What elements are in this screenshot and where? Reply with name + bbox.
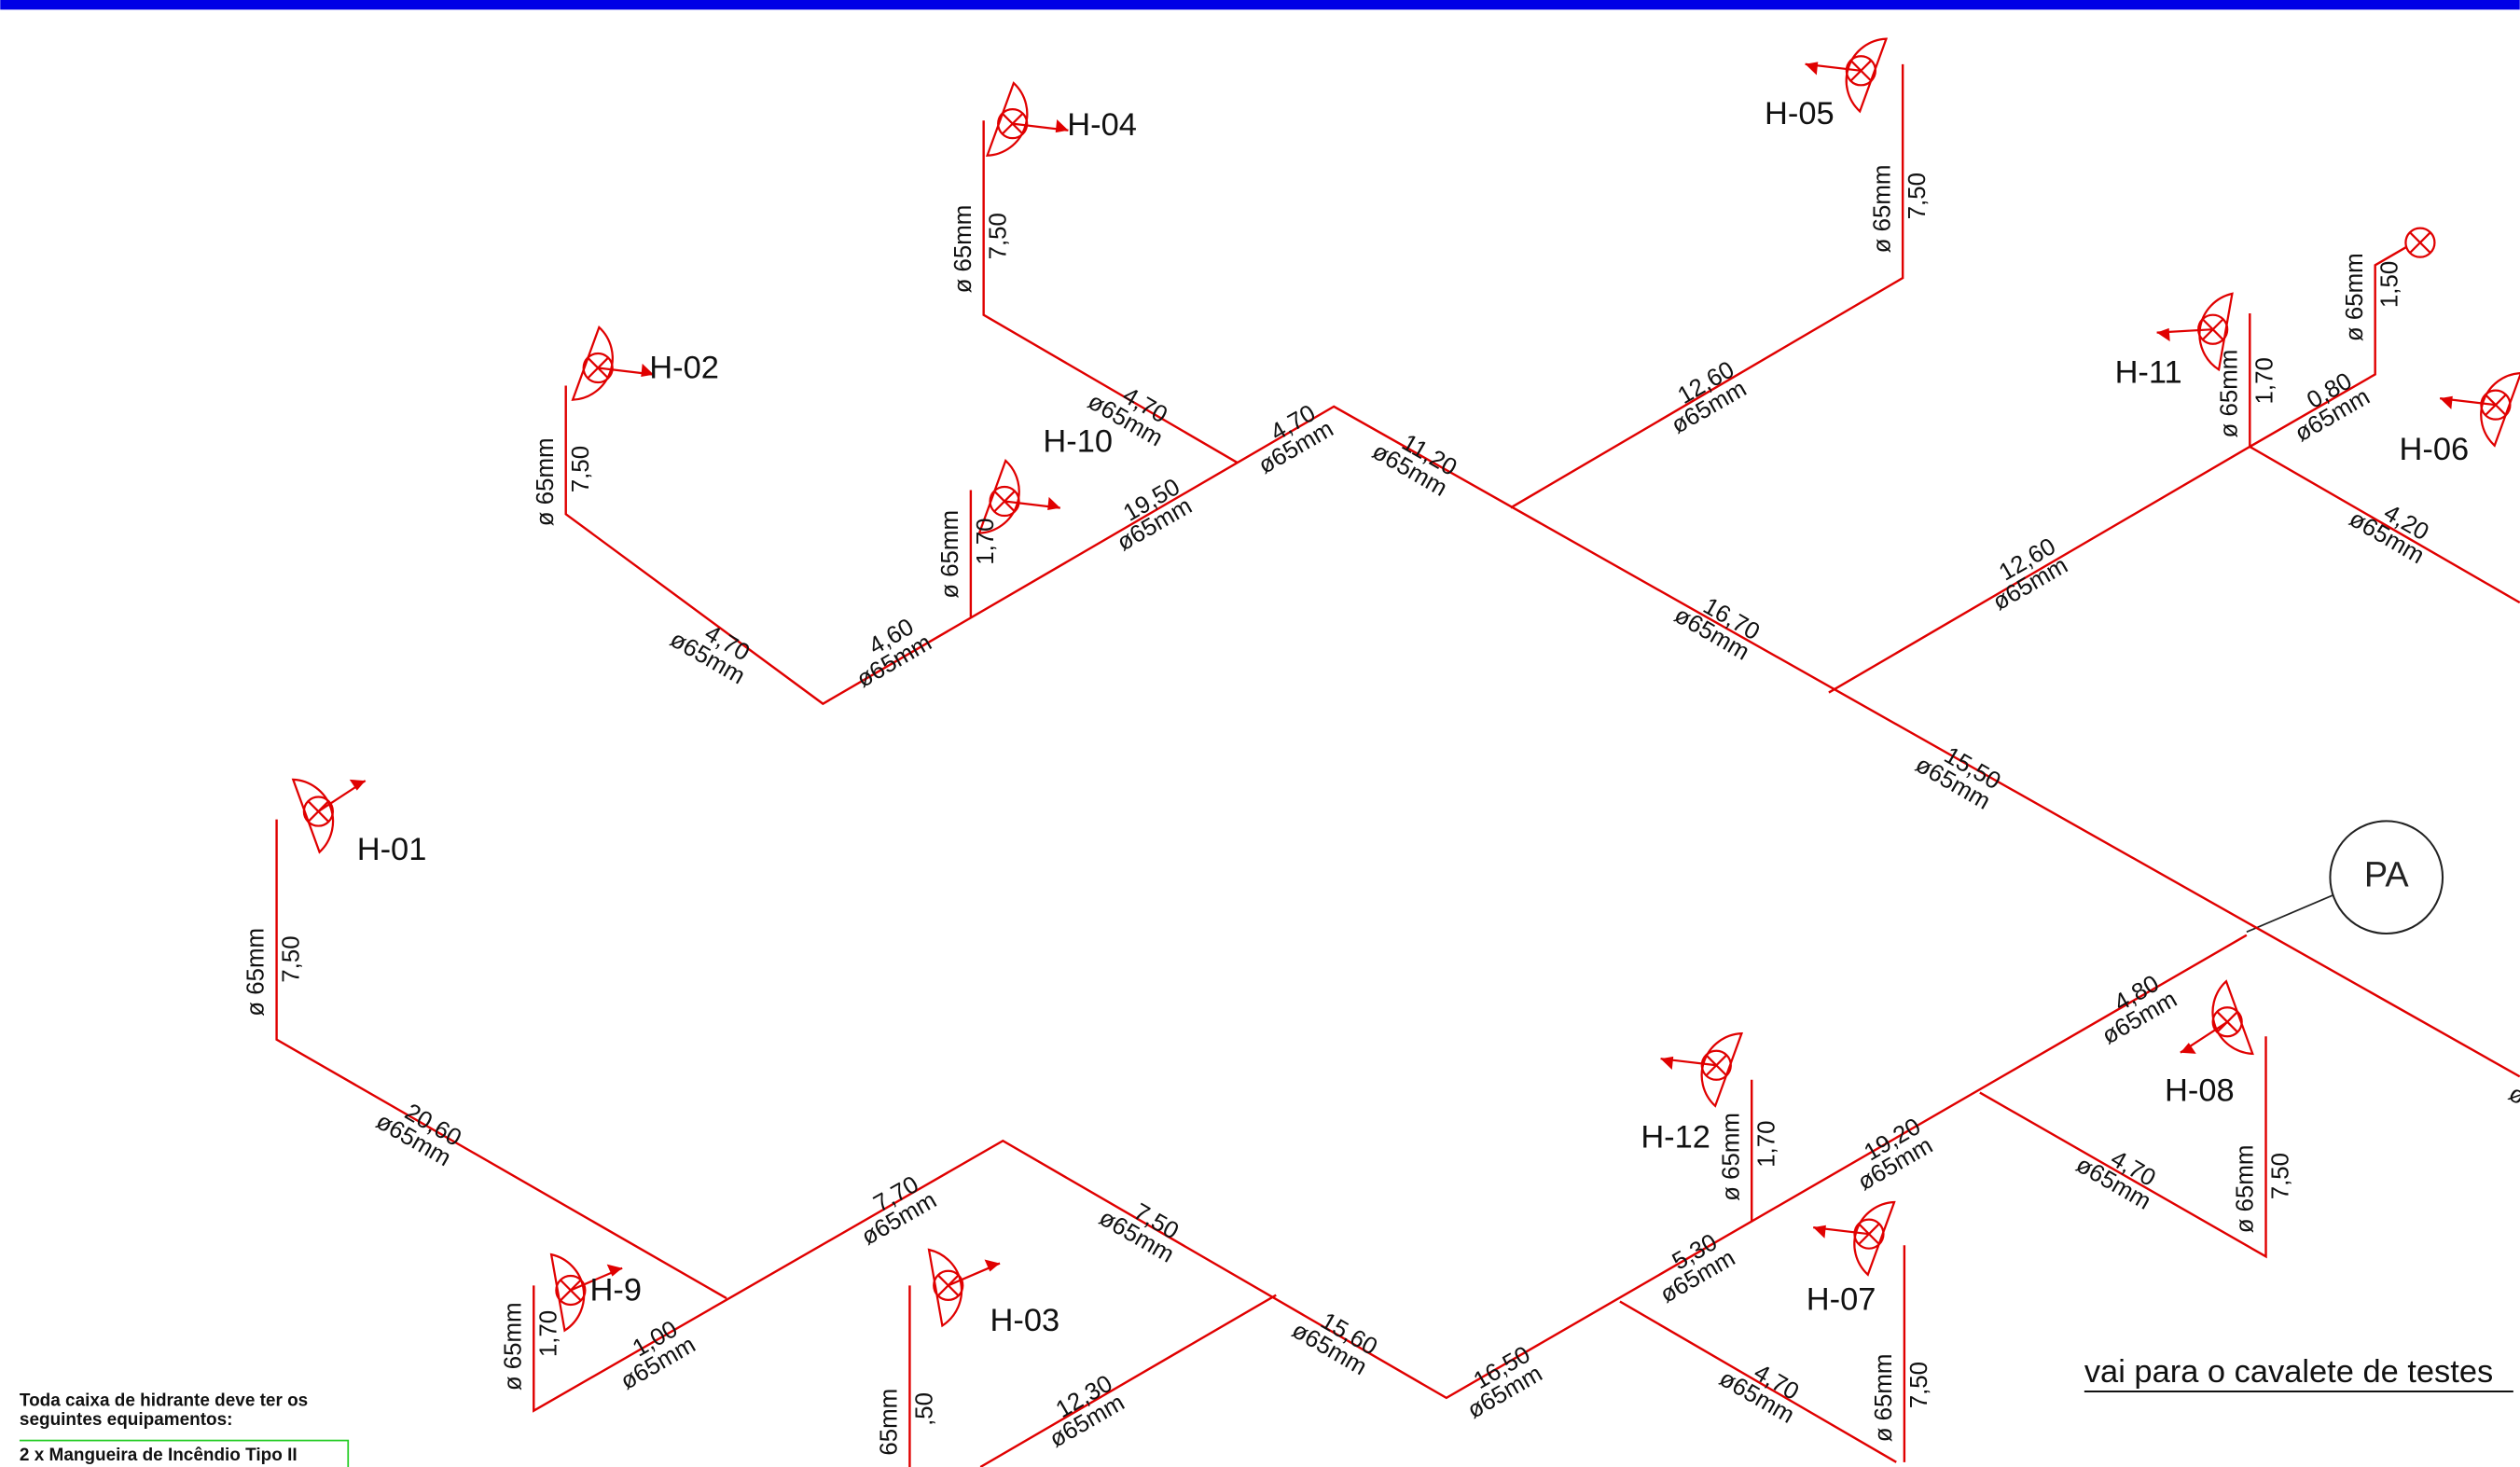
riser-length: 1,70: [2251, 357, 2278, 404]
outlet-note: vai para o cavalete de testes: [2084, 1354, 2493, 1390]
segment-label: 4,70ø65mm: [1715, 1346, 1810, 1429]
riser-length: 7,50: [2268, 1153, 2294, 1199]
riser-label: ø 65mm 7,50: [2233, 1145, 2294, 1234]
riser-label: ø 65mm 7,50: [1871, 1354, 1932, 1443]
hydrant-label: H-03: [990, 1303, 1060, 1338]
riser-label: ø 65mm 7,50: [533, 438, 594, 527]
riser-diameter: ø 65mm: [2233, 1145, 2259, 1234]
pipe: [1829, 313, 2250, 693]
equipment-item: 2 x Mangueira de Incêndio Tipo II: [20, 1440, 349, 1467]
pipe: [533, 935, 2247, 1411]
riser-diameter: ø 65mm: [950, 205, 976, 294]
riser-label: ø 65mm 7,50: [1869, 165, 1931, 254]
hydrant-symbol: [2405, 228, 2434, 257]
riser-length: 1,70: [1753, 1121, 1779, 1168]
riser-diameter: ø 65mm: [1871, 1354, 1897, 1443]
hydrant-label: H-07: [1807, 1282, 1876, 1318]
edge-label: ø65: [2504, 1080, 2520, 1124]
hydrant-label: H-05: [1765, 96, 1835, 131]
riser-label: ø 65mm 1,70: [500, 1302, 561, 1391]
hydrant-label: H-02: [649, 350, 719, 385]
segment-label: 19,20ø65mm: [1842, 1113, 1937, 1196]
hydrant-label: H-06: [2400, 432, 2470, 467]
equipment-title: Toda caixa de hidrante deve ter os segui…: [20, 1391, 349, 1430]
riser-label: ø 65mm 1,70: [937, 510, 999, 599]
riser-diameter: ø 65mm: [1718, 1113, 1744, 1201]
riser-length: ,50: [911, 1392, 937, 1426]
riser-length: 7,50: [986, 213, 1012, 259]
segment-label: 12,60ø65mm: [1655, 356, 1751, 439]
riser-diameter: ø 65mm: [533, 438, 559, 527]
riser-label: ø 65mm 7,50: [950, 205, 1012, 294]
hydrant-label: H-04: [1067, 107, 1137, 143]
riser-label: ø 65mm 7,50: [243, 928, 305, 1017]
hydrant-arrowhead: [2155, 326, 2172, 341]
hydrant-label: H-08: [2165, 1073, 2235, 1109]
riser-label: 65mm ,50: [877, 1389, 938, 1456]
hydrant-symbol: [1811, 1194, 1894, 1275]
pipe: [1980, 1036, 2266, 1256]
equipment-note: Toda caixa de hidrante deve ter os segui…: [20, 1391, 365, 1467]
hydrant-symbol: [1658, 1025, 1741, 1106]
top-bar: [0, 0, 2519, 9]
riser-diameter: ø 65mm: [1869, 165, 1895, 254]
drawing: PA vai para o cavalete de testes Toda ca…: [0, 0, 2520, 1467]
page: {"hydrants": ["H-01", "H-02", "H-03", "H…: [0, 0, 2520, 1467]
riser-diameter: ø 65mm: [2216, 350, 2242, 438]
riser-diameter: ø 65mm: [500, 1302, 526, 1391]
hydrant-symbol: [2176, 981, 2252, 1062]
pipe: [277, 820, 727, 1298]
hydrant-label: H-11: [2115, 355, 2182, 391]
riser-diameter: ø 65mm: [2342, 253, 2368, 341]
riser-label: ø 65mm 1,50: [2342, 253, 2403, 341]
hydrant-label: H-01: [357, 832, 427, 867]
riser-length: 7,50: [279, 935, 305, 982]
riser-length: 1,50: [2377, 261, 2403, 308]
riser-label: ø 65mm 1,70: [1718, 1113, 1779, 1201]
pump-leader: [2247, 895, 2333, 933]
riser-diameter: ø 65mm: [937, 510, 963, 599]
segment-label: 7,50ø65mm: [1095, 1185, 1190, 1268]
segment-label: 4,70ø65mm: [666, 607, 761, 690]
riser-length: 1,70: [535, 1310, 561, 1357]
riser-length: 7,50: [1904, 173, 1931, 219]
edge-diameter: ø65: [2504, 1080, 2520, 1124]
riser-diameter: 65mm: [877, 1389, 903, 1456]
riser-length: 7,50: [1906, 1362, 1932, 1408]
riser-label: ø 65mm 1,70: [2216, 350, 2278, 438]
pipe: [1511, 64, 1903, 508]
hydrant-label: H-12: [1641, 1120, 1710, 1156]
pump-label: PA: [2364, 856, 2409, 895]
riser-diameter: ø 65mm: [243, 928, 270, 1017]
riser-length: 1,70: [973, 518, 999, 564]
hydrant-symbol: [988, 83, 1071, 164]
riser-length: 7,50: [568, 446, 594, 492]
hydrant-label: H-10: [1043, 424, 1113, 460]
hydrant-label: H-9: [590, 1272, 643, 1308]
hydrant-symbol: [573, 327, 656, 408]
